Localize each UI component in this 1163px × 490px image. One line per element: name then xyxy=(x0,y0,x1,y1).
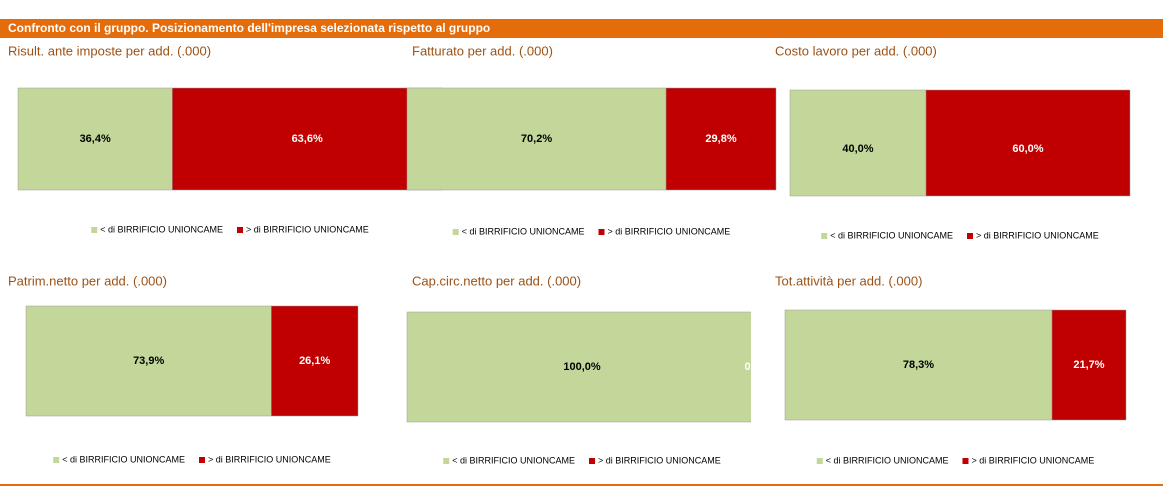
header-bar xyxy=(0,19,1163,38)
bar-segment xyxy=(271,305,359,417)
value-label: 73,9% xyxy=(133,355,164,367)
chart-title: Risult. ante imposte per add. (.000) xyxy=(8,43,211,58)
legend-swatch xyxy=(967,233,973,239)
bar-group: 70,2% 29,8% xyxy=(406,87,777,191)
legend-label: < di BIRRIFICIO UNIONCAME xyxy=(452,455,575,465)
bar-segment xyxy=(25,305,272,417)
bar-segment xyxy=(925,89,1131,197)
legend-label: < di BIRRIFICIO UNIONCAME xyxy=(62,454,185,464)
chart-title: Tot.attività per add. (.000) xyxy=(775,273,922,288)
bar-segment xyxy=(406,87,667,191)
bar-segment xyxy=(784,309,1053,421)
bar-segment xyxy=(406,311,751,423)
chart-title: Fatturato per add. (.000) xyxy=(412,43,553,58)
legend-swatch xyxy=(199,457,205,463)
legend-label: < di BIRRIFICIO UNIONCAME xyxy=(100,224,223,234)
bar-group: 36,4% 63,6% xyxy=(17,87,443,191)
bar-segment xyxy=(17,87,173,191)
bar-segment xyxy=(789,89,927,197)
value-label: 0,0% xyxy=(744,361,769,373)
legend-swatch xyxy=(589,458,595,464)
legend-label: > di BIRRIFICIO UNIONCAME xyxy=(208,454,331,464)
bar-segment xyxy=(665,87,777,191)
legend-swatch xyxy=(962,458,969,464)
value-label: 60,0% xyxy=(1012,143,1043,155)
bar-group: 78,3% 21,7% xyxy=(784,309,1127,421)
bar-segment xyxy=(1051,309,1127,421)
value-label: 100,0% xyxy=(563,361,601,373)
legend-swatch xyxy=(91,227,98,233)
legend-label: > di BIRRIFICIO UNIONCAME xyxy=(976,230,1099,240)
value-label: 26,1% xyxy=(299,355,330,367)
legend-swatch xyxy=(443,458,450,464)
value-label: 78,3% xyxy=(903,359,934,371)
value-label: 40,0% xyxy=(842,143,873,155)
legend-label: < di BIRRIFICIO UNIONCAME xyxy=(826,455,949,465)
legend-label: < di BIRRIFICIO UNIONCAME xyxy=(830,230,953,240)
legend-label: < di BIRRIFICIO UNIONCAME xyxy=(462,226,585,236)
footer-line xyxy=(0,484,1163,486)
bar-group: 40,0% 60,0% xyxy=(789,89,1131,197)
value-label: 29,8% xyxy=(705,133,736,145)
legend-label: > di BIRRIFICIO UNIONCAME xyxy=(972,455,1095,465)
chart-title: Cap.circ.netto per add. (.000) xyxy=(412,273,581,288)
legend-label: > di BIRRIFICIO UNIONCAME xyxy=(246,224,369,234)
value-label: 36,4% xyxy=(80,133,111,145)
legend-swatch xyxy=(53,457,60,463)
chart-title: Costo lavoro per add. (.000) xyxy=(775,43,937,58)
chart-title: Patrim.netto per add. (.000) xyxy=(8,273,167,288)
header-title: Confronto con il gruppo. Posizionamento … xyxy=(8,21,490,35)
legend-swatch xyxy=(452,229,459,235)
value-label: 70,2% xyxy=(521,133,552,145)
legend-label: > di BIRRIFICIO UNIONCAME xyxy=(598,455,721,465)
bar-group: 100,0% 0,0% xyxy=(406,311,769,423)
legend-label: > di BIRRIFICIO UNIONCAME xyxy=(608,226,731,236)
bar-group: 73,9% 26,1% xyxy=(25,305,359,417)
legend-swatch xyxy=(237,227,243,233)
legend-swatch xyxy=(598,229,605,235)
value-label: 63,6% xyxy=(292,133,323,145)
legend-swatch xyxy=(821,233,828,239)
legend-swatch xyxy=(816,458,823,464)
value-label: 21,7% xyxy=(1073,359,1104,371)
